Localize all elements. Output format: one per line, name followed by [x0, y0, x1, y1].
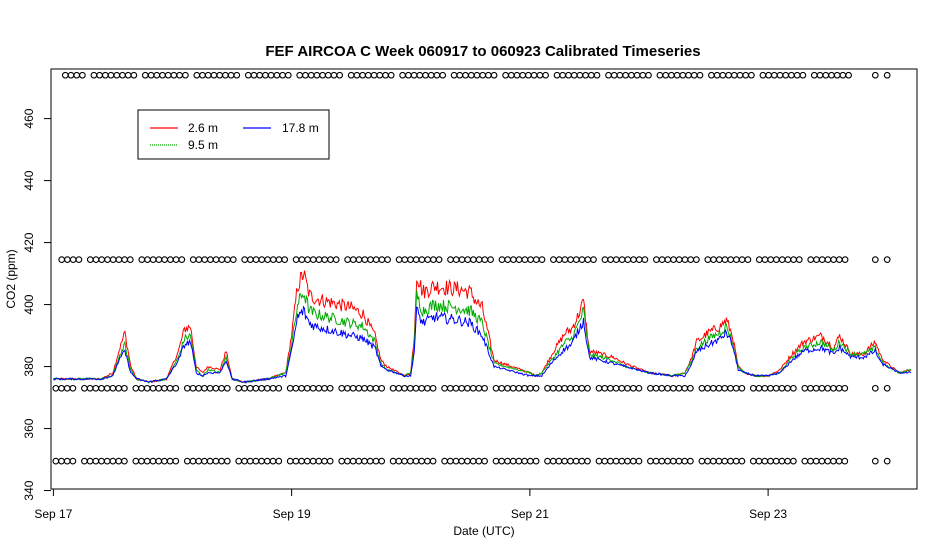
cal-point [795, 256, 803, 263]
cal-point [696, 71, 704, 79]
cal-point [593, 71, 601, 79]
cal-point [687, 457, 694, 465]
cal-point [748, 71, 755, 79]
y-tick-label-3: 400 [22, 294, 36, 314]
legend-label-17-8m: 17.8 m [282, 121, 319, 135]
cal-point [172, 457, 180, 465]
cal-point [584, 384, 591, 392]
cal-point [590, 256, 597, 263]
cal-point [790, 384, 797, 392]
cal-point [487, 256, 494, 263]
x-tick-label-0: Sep 17 [34, 507, 72, 521]
cal-point [336, 71, 344, 79]
cal-point [130, 71, 138, 79]
series-layer [52, 270, 912, 384]
cal-point [79, 71, 86, 79]
cal-point [841, 256, 849, 263]
cal-point [284, 71, 292, 79]
cal-point [841, 384, 849, 392]
cal-point [182, 71, 189, 79]
cal-point [883, 384, 891, 392]
x-axis: Sep 17 Sep 19 Sep 21 Sep 23 [34, 489, 787, 521]
cal-point [233, 71, 241, 79]
x-tick-label-2: Sep 21 [511, 507, 549, 521]
cal-point [532, 384, 540, 392]
cal-point [69, 457, 77, 465]
cal-point [429, 457, 437, 465]
cal-point [841, 457, 849, 465]
cal-point [275, 384, 283, 392]
legend-label-9-5m: 9.5 m [188, 138, 218, 152]
cal-point [744, 256, 752, 263]
cal-point [845, 71, 852, 79]
y-axis-label: CO2 (ppm) [4, 249, 18, 308]
cal-point [481, 384, 488, 392]
cal-point [538, 256, 546, 263]
cal-point [645, 71, 652, 79]
x-axis-label: Date (UTC) [453, 524, 514, 538]
cal-point [799, 71, 807, 79]
cal-point [172, 384, 180, 392]
cal-point [490, 71, 498, 79]
cal-point [75, 256, 83, 263]
cal-point [223, 457, 231, 465]
cal-point [871, 71, 879, 79]
cal-point [439, 71, 447, 79]
cal-point [378, 384, 386, 392]
cal-point [178, 256, 186, 263]
cal-point [738, 457, 746, 465]
plot-frame [50, 68, 918, 490]
cal-point [687, 384, 694, 392]
cal-point [275, 457, 283, 465]
cal-point [883, 457, 891, 465]
cal-point [532, 457, 540, 465]
cal-point [326, 384, 334, 392]
cal-point [542, 71, 549, 79]
cal-point [281, 256, 289, 263]
legend: 2.6 m 9.5 m 17.8 m [137, 109, 330, 160]
x-tick-label-3: Sep 23 [749, 507, 787, 521]
y-tick-label-4: 420 [22, 232, 36, 252]
x-tick-label-1: Sep 19 [273, 507, 311, 521]
cal-point [121, 457, 128, 465]
cal-point [326, 457, 334, 465]
cal-point [738, 384, 746, 392]
cal-point [429, 384, 437, 392]
series-17-8-mline [53, 305, 912, 384]
calibration-points-layer [52, 71, 891, 465]
cal-point [126, 256, 134, 263]
legend-box [137, 109, 330, 160]
cal-point [378, 457, 386, 465]
y-tick-label-1: 360 [22, 418, 36, 438]
cal-point [883, 256, 891, 263]
cal-point [481, 457, 488, 465]
cal-point [635, 384, 643, 392]
cal-point [871, 256, 879, 263]
cal-point [69, 384, 77, 392]
cal-point [332, 256, 340, 263]
cal-point [387, 71, 395, 79]
cal-point [871, 457, 879, 465]
cal-point [635, 457, 643, 465]
cal-point [435, 256, 443, 263]
cal-point [584, 457, 591, 465]
cal-point [229, 256, 237, 263]
cal-point [871, 384, 879, 392]
y-tick-label-5: 440 [22, 170, 36, 190]
cal-point [223, 384, 231, 392]
cal-point [384, 256, 391, 263]
cal-point [790, 457, 797, 465]
cal-point [641, 256, 649, 263]
y-tick-label-6: 460 [22, 108, 36, 128]
y-axis: 340 360 380 400 420 440 460 [22, 108, 51, 501]
cal-point [121, 384, 128, 392]
legend-label-2-6m: 2.6 m [188, 121, 218, 135]
y-tick-label-0: 340 [22, 480, 36, 500]
cal-point [883, 71, 891, 79]
chart-title: FEF AIRCOA C Week 060917 to 060923 Calib… [265, 43, 700, 60]
y-tick-label-2: 380 [22, 356, 36, 376]
cal-point [693, 256, 700, 263]
